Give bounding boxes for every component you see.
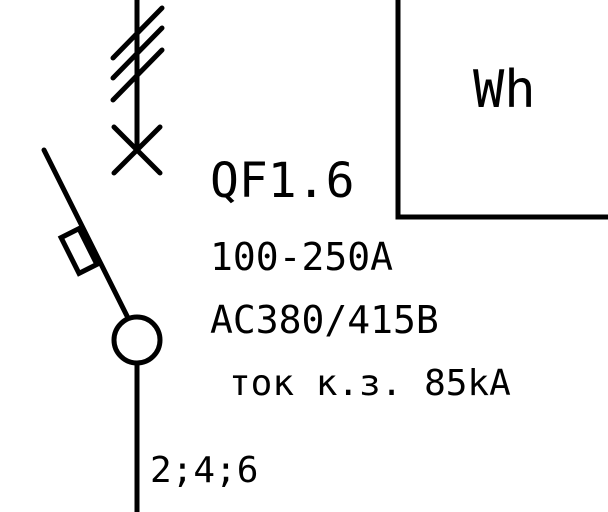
breaker-designation: QF1.6 bbox=[210, 153, 355, 209]
breaker-blade-line bbox=[41, 147, 131, 321]
thermal-release-icon bbox=[57, 225, 101, 277]
meter-label: Wh bbox=[473, 60, 536, 120]
breaker-current-range: 100-250A bbox=[210, 235, 393, 279]
three-phase-marks-icon bbox=[110, 5, 165, 103]
breaker-poles: 2;4;6 bbox=[150, 450, 258, 491]
breaker-short-circuit: ток к.з. 85kA bbox=[229, 363, 511, 404]
breaker-voltage: AC380/415B bbox=[210, 298, 439, 342]
contact-cross-icon bbox=[111, 124, 163, 176]
breaker-pivot-circle bbox=[111, 314, 163, 366]
meter-box bbox=[395, 0, 608, 220]
